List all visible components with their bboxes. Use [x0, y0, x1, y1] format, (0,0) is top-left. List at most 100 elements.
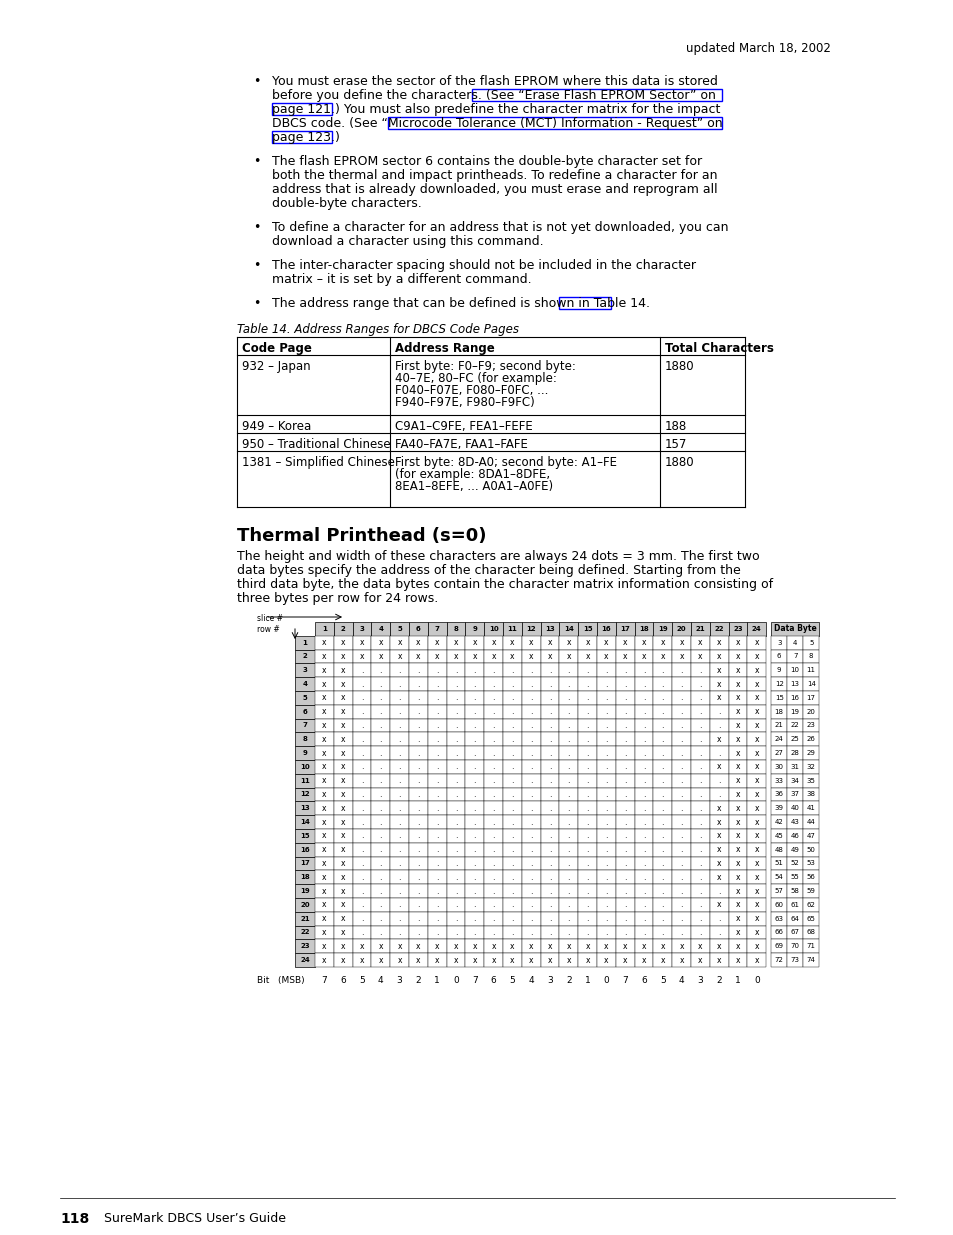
Text: x: x	[622, 638, 627, 647]
Text: .: .	[660, 735, 663, 743]
Bar	[409, 857, 427, 871]
Bar	[578, 884, 597, 898]
Text: x: x	[435, 942, 439, 951]
Text: x: x	[754, 679, 759, 689]
Text: .: .	[699, 845, 701, 855]
Text: .: .	[567, 818, 570, 826]
Text: .: .	[416, 679, 419, 689]
Bar	[521, 774, 540, 788]
Text: 66: 66	[774, 930, 782, 935]
Text: .: .	[586, 914, 588, 924]
Text: x: x	[340, 762, 345, 772]
Text: .: .	[492, 887, 495, 895]
Bar	[728, 802, 746, 815]
Bar	[465, 732, 484, 746]
Text: 10: 10	[790, 667, 799, 673]
Text: .: .	[360, 900, 363, 909]
Bar	[484, 953, 502, 967]
Text: .: .	[360, 762, 363, 772]
Text: 36: 36	[774, 792, 782, 798]
Text: .: .	[548, 927, 551, 937]
Text: 1880: 1880	[664, 456, 694, 469]
Bar	[634, 705, 653, 719]
Text: F940–F97E, F980–F9FC): F940–F97E, F980–F9FC)	[395, 396, 535, 409]
Text: x: x	[340, 735, 345, 743]
Bar	[465, 829, 484, 842]
Text: 18: 18	[774, 709, 782, 715]
Text: .: .	[623, 804, 626, 813]
Bar	[709, 692, 728, 705]
Text: 47: 47	[806, 832, 815, 839]
Bar	[540, 732, 558, 746]
Text: .: .	[511, 900, 513, 909]
Bar	[653, 884, 672, 898]
Text: x: x	[322, 887, 326, 895]
Text: .: .	[567, 666, 570, 674]
Text: x: x	[641, 956, 645, 965]
Bar	[558, 871, 578, 884]
Bar	[540, 705, 558, 719]
Text: .: .	[529, 666, 532, 674]
Text: x: x	[435, 956, 439, 965]
Bar	[465, 719, 484, 732]
Text: •: •	[253, 75, 260, 88]
Bar	[390, 692, 409, 705]
Text: .: .	[397, 708, 400, 716]
Bar	[770, 842, 786, 857]
Text: 19: 19	[300, 888, 310, 894]
Text: Thermal Printhead (s=0): Thermal Printhead (s=0)	[236, 527, 486, 545]
Text: .: .	[718, 927, 720, 937]
Text: .: .	[473, 721, 476, 730]
Text: x: x	[659, 956, 664, 965]
Text: 26: 26	[806, 736, 815, 742]
Bar	[578, 953, 597, 967]
Bar	[334, 774, 353, 788]
Bar	[427, 663, 446, 677]
Bar	[353, 829, 371, 842]
Text: .: .	[679, 748, 682, 757]
Text: .: .	[379, 818, 382, 826]
Text: address that is already downloaded, you must erase and reprogram all: address that is already downloaded, you …	[272, 183, 717, 196]
Bar	[672, 705, 690, 719]
Text: .: .	[455, 790, 456, 799]
Text: .: .	[511, 777, 513, 785]
Text: x: x	[340, 914, 345, 924]
Text: 21: 21	[774, 722, 782, 729]
Text: .: .	[586, 721, 588, 730]
Bar	[465, 746, 484, 760]
Text: x: x	[717, 666, 720, 674]
Text: x: x	[435, 652, 439, 661]
Text: 59: 59	[806, 888, 815, 894]
Bar	[484, 760, 502, 774]
Bar	[709, 911, 728, 925]
Bar	[615, 842, 634, 857]
Bar	[446, 719, 465, 732]
Bar	[728, 911, 746, 925]
Text: .: .	[379, 679, 382, 689]
Bar	[409, 692, 427, 705]
Bar	[653, 774, 672, 788]
Text: .: .	[567, 914, 570, 924]
Bar	[409, 802, 427, 815]
Text: .: .	[436, 887, 438, 895]
Text: .: .	[642, 887, 644, 895]
Text: x: x	[735, 748, 740, 757]
Text: .: .	[586, 693, 588, 703]
Text: x: x	[754, 900, 759, 909]
Bar	[334, 842, 353, 857]
Bar	[521, 911, 540, 925]
Bar	[634, 663, 653, 677]
Bar	[294, 663, 314, 677]
Bar	[465, 774, 484, 788]
Bar	[540, 871, 558, 884]
Text: .: .	[511, 693, 513, 703]
Bar	[653, 760, 672, 774]
Bar	[465, 705, 484, 719]
Bar	[770, 940, 786, 953]
Text: 22: 22	[714, 626, 723, 632]
Text: 3: 3	[396, 976, 402, 986]
Bar	[334, 760, 353, 774]
Text: .: .	[548, 873, 551, 882]
Text: x: x	[754, 638, 759, 647]
Text: .: .	[436, 927, 438, 937]
